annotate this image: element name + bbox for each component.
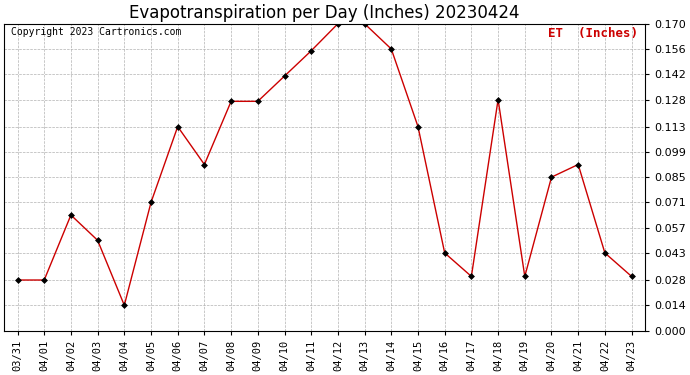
Text: ET  (Inches): ET (Inches) <box>548 27 638 40</box>
Title: Evapotranspiration per Day (Inches) 20230424: Evapotranspiration per Day (Inches) 2023… <box>129 4 520 22</box>
Text: Copyright 2023 Cartronics.com: Copyright 2023 Cartronics.com <box>11 27 181 38</box>
